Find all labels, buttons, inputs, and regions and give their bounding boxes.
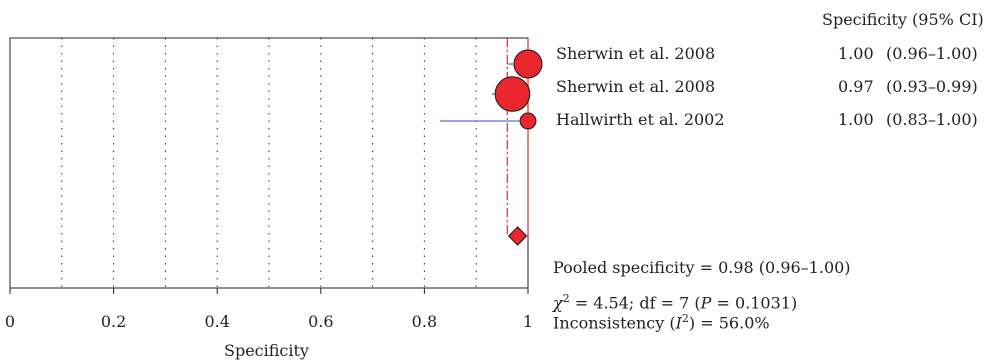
study-label: Sherwin et al. 2008 (556, 44, 716, 63)
gridlines (61, 38, 477, 288)
x-axis-title: Specificity (224, 341, 309, 360)
study-markers (439, 49, 543, 246)
study-ci: (0.96–1.00) (886, 44, 978, 63)
study-point (519, 112, 537, 130)
p-symbol: P (700, 293, 712, 313)
inconsistency-text: Inconsistency (I2) = 56.0% (553, 312, 770, 332)
study-label: Hallwirth et al. 2002 (556, 110, 725, 129)
superscript: 2 (681, 312, 689, 325)
study-ci: (0.83–1.00) (886, 110, 978, 129)
x-tick-label: 1 (523, 312, 533, 331)
x-tick-label: 0.4 (204, 312, 229, 331)
superscript: 2 (562, 292, 570, 305)
x-tick-label: 0.8 (412, 312, 437, 331)
inconsistency-prefix: Inconsistency ( (553, 313, 676, 333)
pooled-specificity-text: Pooled specificity = 0.98 (0.96–1.00) (553, 258, 851, 277)
study-point (494, 76, 531, 112)
chi-values: = 4.54; df = 7 ( (569, 293, 701, 313)
study-point (513, 49, 543, 79)
study-estimate: 1.00 (838, 110, 874, 129)
inconsistency-value: ) = 56.0% (688, 313, 770, 333)
x-tick-label: 0.2 (101, 312, 126, 331)
chi-square-text: χ2 = 4.54; df = 7 (P = 0.1031) (553, 292, 797, 312)
study-estimate: 0.97 (838, 77, 874, 96)
x-axis: 0 0.2 0.4 0.6 0.8 1 (5, 288, 533, 331)
p-value: = 0.1031) (711, 293, 798, 313)
i-symbol: I (675, 313, 682, 333)
column-header: Specificity (95% CI) (822, 10, 984, 29)
pooled-diamond (507, 226, 528, 246)
study-ci: (0.93–0.99) (886, 77, 978, 96)
x-tick-label: 0.6 (308, 312, 333, 331)
study-estimate: 1.00 (838, 44, 874, 63)
x-tick-label: 0 (5, 312, 15, 331)
study-label: Sherwin et al. 2008 (556, 77, 716, 96)
chi-symbol: χ (553, 293, 563, 313)
